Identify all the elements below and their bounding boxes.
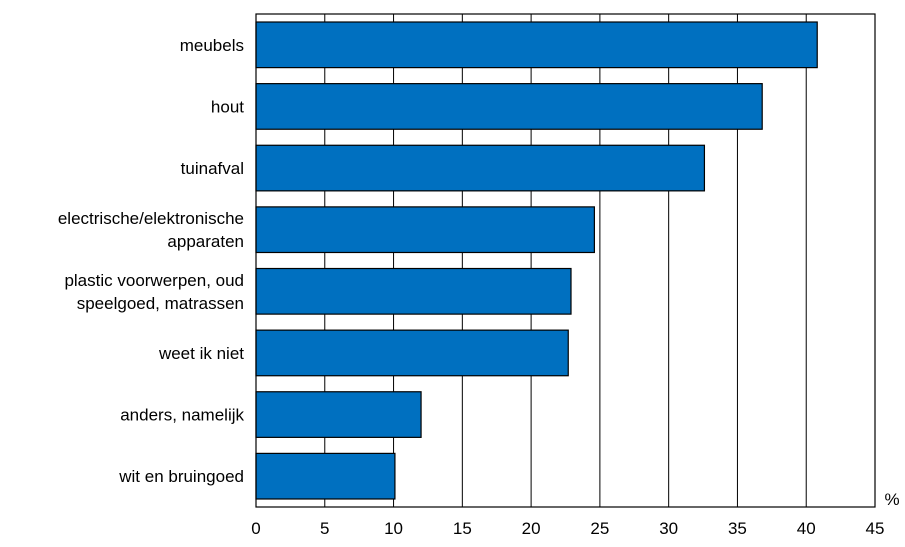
category-labels: meubels hout tuinafval electrische/elektron… (58, 36, 245, 486)
bar (255, 267, 572, 315)
bar (255, 206, 595, 254)
x-tick-labels: 0 5 10 15 20 25 30 35 40 45 (251, 519, 884, 538)
x-tick-label: 40 (797, 519, 816, 538)
x-tick-label: 45 (866, 519, 885, 538)
category-label: meubels (180, 36, 244, 55)
x-tick-label: 25 (590, 519, 609, 538)
x-tick-label: 35 (728, 519, 747, 538)
bar (255, 452, 396, 500)
bar (255, 329, 569, 377)
bar (255, 83, 763, 130)
category-label: tuinafval (181, 159, 244, 178)
category-label: wit en bruingoed (118, 467, 244, 486)
plot-frame (255, 13, 876, 508)
category-label: hout (211, 97, 244, 116)
x-tick-label: 30 (659, 519, 678, 538)
category-label: electrische/elektronische apparaten (58, 209, 244, 251)
x-tick-label: 0 (251, 519, 260, 538)
bars (255, 21, 818, 500)
category-label: plastic voorwerpen, oud speelgoed, matras… (64, 271, 244, 313)
category-label: weet ik niet (158, 344, 244, 363)
bar (255, 391, 422, 438)
category-label: anders, namelijk (120, 406, 244, 425)
x-tick-label: 20 (522, 519, 541, 538)
x-tick-label: 15 (453, 519, 472, 538)
x-axis-unit-label: % (884, 490, 899, 509)
x-tick-label: 5 (320, 519, 329, 538)
bar (255, 21, 818, 69)
x-tick-label: 10 (384, 519, 403, 538)
bar (255, 144, 706, 192)
